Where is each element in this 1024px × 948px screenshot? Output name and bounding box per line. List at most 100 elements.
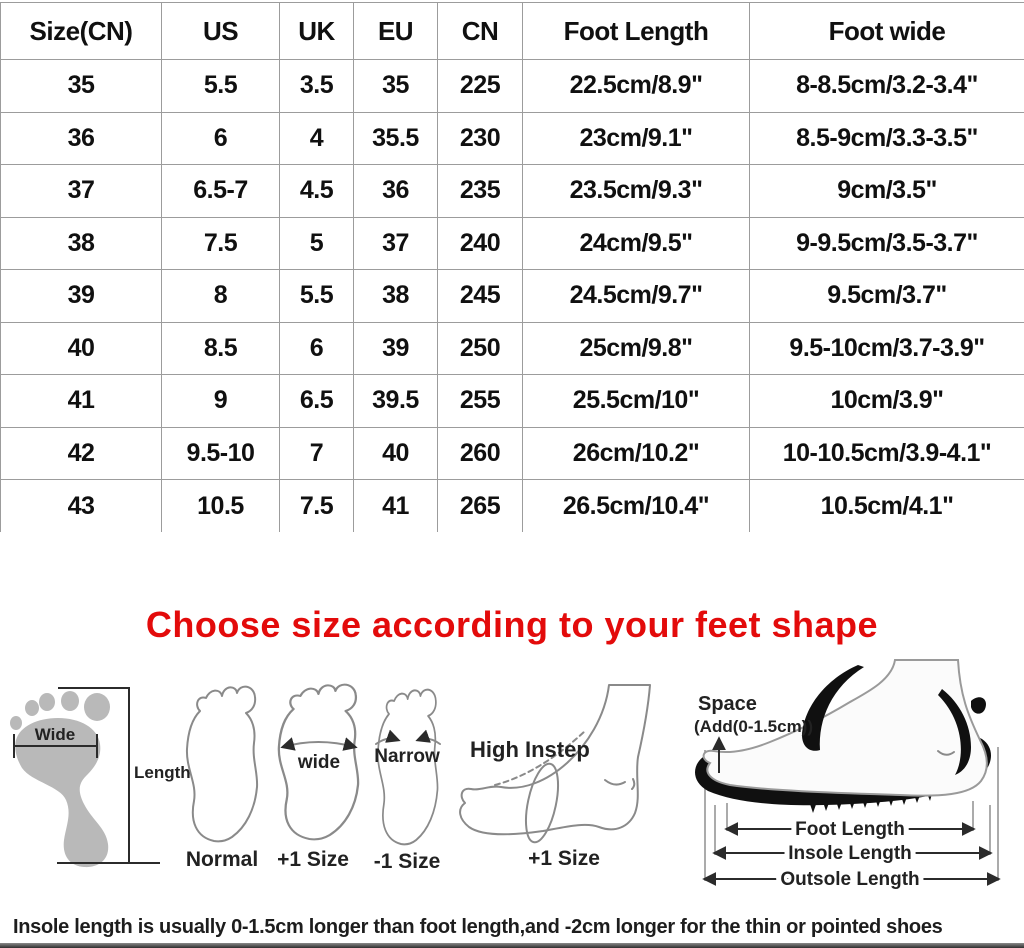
table-row: 38 7.5 5 37 240 24cm/9.5" 9-9.5cm/3.5-3.7" (0, 216, 1024, 270)
table-cell: 9 (161, 374, 280, 428)
table-cell: 6.5-7 (161, 164, 280, 218)
table-cell: 43 (0, 479, 162, 532)
table-cell: 245 (437, 269, 523, 323)
length-label: Length (134, 763, 191, 782)
table-header-cell: CN (437, 2, 523, 60)
table-row: 40 8.5 6 39 250 25cm/9.8" 9.5-10cm/3.7-3.9" (0, 321, 1024, 375)
table-cell: 6 (279, 321, 354, 375)
table-header-cell: Foot wide (749, 2, 1024, 60)
table-cell: 5.5 (279, 269, 354, 323)
table-cell: 260 (437, 426, 523, 480)
narrow-caption: -1 Size (374, 850, 441, 873)
table-cell: 255 (437, 374, 523, 428)
table-cell: 23cm/9.1" (522, 111, 750, 165)
space-note: (Add(0-1.5cm)) (694, 717, 813, 736)
table-cell: 36 (0, 111, 162, 165)
table-cell: 9.5-10 (161, 426, 280, 480)
table-row: 42 9.5-10 7 40 260 26cm/10.2" 10-10.5cm/3.9-4.… (0, 426, 1024, 480)
table-header-cell: Foot Length (522, 2, 750, 60)
high-instep-caption: +1 Size (528, 847, 600, 870)
table-cell: 35.5 (353, 111, 438, 165)
high-instep-foot-icon (459, 684, 651, 844)
section-heading: Choose size according to your feet shape (145, 604, 879, 645)
table-cell: 36 (353, 164, 438, 218)
table-cell: 37 (0, 164, 162, 218)
table-cell: 38 (0, 216, 162, 270)
table-header-row: Size(CN) US UK EU CN Foot Length Foot wide (0, 2, 1024, 60)
table-cell: 250 (437, 321, 523, 375)
table-cell: 10-10.5cm/3.9-4.1" (749, 426, 1024, 480)
footprint-measure-diagram: Wide (10, 691, 110, 868)
insole-note: Insole length is usually 0-1.5cm longer … (13, 916, 943, 938)
table-cell: 35 (353, 59, 438, 113)
table-cell: 24cm/9.5" (522, 216, 750, 270)
table-header-cell: EU (353, 2, 438, 60)
normal-caption: Normal (186, 848, 258, 871)
table-cell: 235 (437, 164, 523, 218)
table-cell: 5 (279, 216, 354, 270)
wide-foot-icon: wide (277, 683, 360, 841)
table-header-cell: Size(CN) (0, 2, 162, 60)
outsole-length-label: Outsole Length (780, 869, 919, 890)
table-cell: 230 (437, 111, 523, 165)
normal-foot-icon (185, 685, 259, 843)
table-cell: 9cm/3.5" (749, 164, 1024, 218)
table-cell: 10cm/3.9" (749, 374, 1024, 428)
table-body: 35 5.5 3.5 35 225 22.5cm/8.9" 8-8.5cm/3.2-3.4"… (0, 59, 1024, 532)
table-header-cell: UK (279, 2, 354, 60)
table-row: 36 6 4 35.5 230 23cm/9.1" 8.5-9cm/3.3-3.5" (0, 111, 1024, 165)
table-cell: 3.5 (279, 59, 354, 113)
wide-arrow-label: wide (297, 752, 340, 773)
table-cell: 10.5cm/4.1" (749, 479, 1024, 532)
table-row: 37 6.5-7 4.5 36 235 23.5cm/9.3" 9cm/3.5" (0, 164, 1024, 218)
table-cell: 4.5 (279, 164, 354, 218)
table-cell: 24.5cm/9.7" (522, 269, 750, 323)
table-row: 39 8 5.5 38 245 24.5cm/9.7" 9.5cm/3.7" (0, 269, 1024, 323)
narrow-foot-icon: Narrow (374, 688, 441, 846)
table-row: 43 10.5 7.5 41 265 26.5cm/10.4" 10.5cm/4.1" (0, 479, 1024, 532)
table-cell: 23.5cm/9.3" (522, 164, 750, 218)
table-cell: 26.5cm/10.4" (522, 479, 750, 532)
table-cell: 6 (161, 111, 280, 165)
high-instep-label: High Instep (470, 737, 590, 762)
table-cell: 22.5cm/8.9" (522, 59, 750, 113)
size-chart-table: Size(CN) US UK EU CN Foot Length Foot wide 35 5… (0, 2, 1024, 532)
table-cell: 35 (0, 59, 162, 113)
table-cell: 25.5cm/10" (522, 374, 750, 428)
space-label: Space (698, 693, 757, 715)
table-cell: 41 (0, 374, 162, 428)
table-cell: 41 (353, 479, 438, 532)
table-cell: 37 (353, 216, 438, 270)
feet-shape-diagrams: Wide Length Normal wide +1 Size (10, 659, 1001, 895)
table-cell: 40 (0, 321, 162, 375)
wide-label: Wide (35, 725, 75, 744)
table-cell: 25cm/9.8" (522, 321, 750, 375)
insole-length-label: Insole Length (788, 843, 912, 864)
table-cell: 8 (161, 269, 280, 323)
table-cell: 9.5-10cm/3.7-3.9" (749, 321, 1024, 375)
wide-caption: +1 Size (277, 848, 349, 871)
table-cell: 8.5-9cm/3.3-3.5" (749, 111, 1024, 165)
table-cell: 39 (353, 321, 438, 375)
table-row: 41 9 6.5 39.5 255 25.5cm/10" 10cm/3.9" (0, 374, 1024, 428)
table-cell: 40 (353, 426, 438, 480)
table-cell: 26cm/10.2" (522, 426, 750, 480)
table-cell: 6.5 (279, 374, 354, 428)
foot-length-label: Foot Length (795, 819, 905, 840)
table-cell: 225 (437, 59, 523, 113)
table-cell: 9.5cm/3.7" (749, 269, 1024, 323)
table-cell: 240 (437, 216, 523, 270)
shoe-measure-diagram: Space (Add(0-1.5cm)) Foot Length Insole … (694, 659, 1001, 895)
length-bracket: Length (57, 687, 191, 864)
table-cell: 5.5 (161, 59, 280, 113)
table-cell: 42 (0, 426, 162, 480)
table-cell: 8-8.5cm/3.2-3.4" (749, 59, 1024, 113)
table-cell: 9-9.5cm/3.5-3.7" (749, 216, 1024, 270)
table-cell: 7.5 (279, 479, 354, 532)
table-row: 35 5.5 3.5 35 225 22.5cm/8.9" 8-8.5cm/3.2-3.4" (0, 59, 1024, 113)
table-cell: 4 (279, 111, 354, 165)
table-cell: 265 (437, 479, 523, 532)
narrow-label: Narrow (374, 746, 440, 767)
table-head: Size(CN) US UK EU CN Foot Length Foot wide (0, 2, 1024, 60)
